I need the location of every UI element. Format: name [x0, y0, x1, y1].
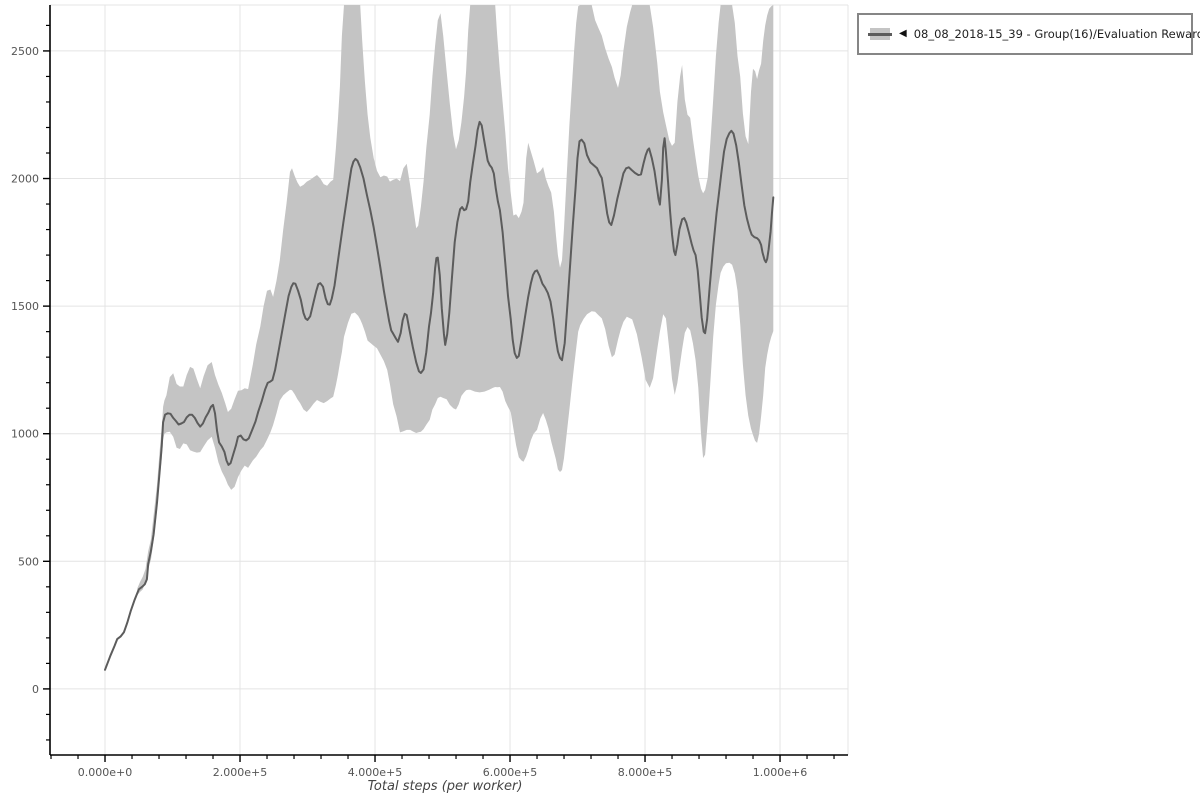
x-tick-label: 1.000e+6	[753, 766, 807, 779]
mean-line	[104, 120, 775, 671]
legend-series-marker-icon	[868, 27, 892, 41]
y-tick-label: 500	[18, 555, 39, 568]
x-axis-title: Total steps (per worker)	[367, 779, 523, 794]
y-tick-label: 1500	[11, 300, 39, 313]
collapse-triangle-icon[interactable]: ◀	[899, 28, 907, 39]
x-tick-label: 2.000e+5	[213, 766, 267, 779]
std-band	[137, 5, 774, 595]
y-tick-label: 0	[32, 683, 39, 696]
x-tick-label: 6.000e+5	[483, 766, 537, 779]
x-tick-label: 4.000e+5	[348, 766, 402, 779]
legend-box[interactable]: ◀ 08_08_2018-15_39 - Group(16)/Evaluatio…	[857, 13, 1200, 55]
x-tick-label: 0.000e+0	[78, 766, 132, 779]
line-swatch-icon	[868, 32, 892, 36]
legend-series-label: 08_08_2018-15_39 - Group(16)/Evaluation …	[913, 27, 1200, 41]
y-tick-label: 2500	[11, 45, 39, 58]
x-tick-label: 8.000e+5	[618, 766, 672, 779]
y-tick-label: 1000	[11, 428, 39, 441]
y-tick-label: 2000	[11, 173, 39, 186]
